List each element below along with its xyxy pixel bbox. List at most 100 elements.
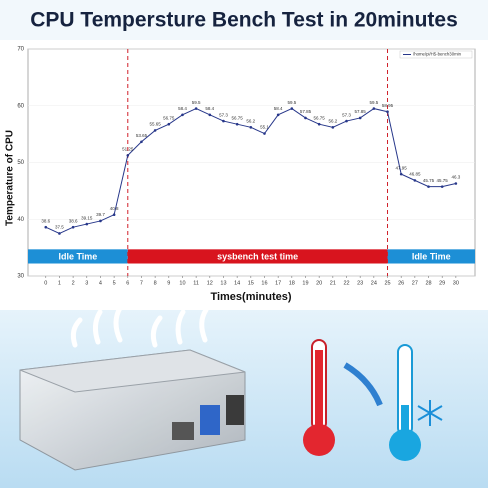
phase-band <box>28 249 128 264</box>
x-tick-label: 7 <box>140 280 143 286</box>
x-tick-label: 5 <box>113 280 116 286</box>
data-point <box>345 119 348 123</box>
heat-arrow <box>175 309 186 345</box>
legend-box <box>399 50 473 59</box>
data-label: 51.25 <box>122 147 134 152</box>
x-tick-label: 9 <box>167 280 170 286</box>
data-label: 38.6 <box>41 218 50 223</box>
x-tick-label: 2 <box>72 280 75 286</box>
data-label: 57.85 <box>300 109 312 114</box>
illustration <box>0 305 488 488</box>
x-tick-label: 18 <box>289 280 295 286</box>
y-axis-label: Temperature of CPU <box>5 130 16 226</box>
data-point <box>140 140 143 144</box>
data-point <box>194 107 198 110</box>
x-tick-label: 14 <box>234 280 240 286</box>
y-tick-label: 30 <box>17 274 24 280</box>
data-label: 46.85 <box>409 172 421 177</box>
x-tick-label: 6 <box>126 280 129 286</box>
x-tick-label: 12 <box>207 280 213 286</box>
data-point <box>181 113 184 117</box>
snowflake-arm <box>417 405 443 421</box>
x-tick-label: 27 <box>412 280 418 286</box>
data-point <box>276 113 280 117</box>
data-point <box>317 122 321 126</box>
data-label: 58.95 <box>382 103 394 108</box>
usb-port <box>200 405 220 435</box>
x-tick-label: 26 <box>398 280 404 286</box>
data-point <box>208 113 212 117</box>
data-point <box>112 213 116 217</box>
x-tick-label: 30 <box>453 280 459 286</box>
x-tick-label: 1 <box>58 280 61 286</box>
x-tick-label: 4 <box>99 280 102 286</box>
case-top <box>19 349 246 393</box>
data-point <box>263 132 266 135</box>
hot-level <box>315 350 323 430</box>
data-label: 56.2 <box>328 119 337 124</box>
usb-port <box>226 395 244 425</box>
data-label: 58.4 <box>205 106 214 111</box>
data-point <box>85 222 89 226</box>
x-tick-label: 25 <box>384 280 390 286</box>
data-point <box>222 119 225 123</box>
x-tick-label: 20 <box>316 280 322 286</box>
phase-band <box>127 249 388 264</box>
chart-title: CPU Tempersture Bench Test in 20minutes <box>30 9 458 32</box>
data-label: 59.5 <box>287 100 296 105</box>
data-point <box>167 122 171 126</box>
data-point <box>44 225 48 229</box>
x-tick-label: 28 <box>425 280 431 286</box>
data-label: 57.85 <box>355 109 367 114</box>
data-label: 56.75 <box>314 115 326 120</box>
x-tick-label: 10 <box>179 280 185 286</box>
data-point <box>58 232 61 235</box>
data-point <box>399 172 403 176</box>
data-label: 40.8 <box>110 206 119 211</box>
data-label: 53.65 <box>136 133 148 138</box>
data-label: 39.7 <box>96 212 105 217</box>
y-tick-label: 60 <box>17 103 24 109</box>
x-tick-label: 8 <box>154 280 157 286</box>
x-tick-label: 21 <box>330 280 336 286</box>
data-label: 58.4 <box>178 106 187 111</box>
data-label: 59.5 <box>369 100 378 105</box>
data-point <box>126 154 130 157</box>
data-label: 47.95 <box>396 165 408 170</box>
data-point <box>440 185 444 188</box>
heat-arrow <box>92 309 103 345</box>
x-axis-label: Times(minutes) <box>210 291 291 303</box>
data-label: 38.6 <box>69 218 78 223</box>
y-tick-label: 70 <box>17 47 24 53</box>
x-tick-label: 23 <box>357 280 363 286</box>
data-point <box>372 107 376 110</box>
cool-arrow <box>343 362 383 407</box>
data-label: 56.75 <box>232 115 244 120</box>
data-point <box>235 122 239 126</box>
data-point <box>358 116 362 120</box>
data-label: 55.65 <box>149 122 161 127</box>
x-tick-label: 13 <box>220 280 226 286</box>
data-point <box>290 107 294 110</box>
x-tick-label: 11 <box>193 280 199 286</box>
phase-label: Idle Time <box>412 251 451 261</box>
x-tick-label: 17 <box>275 280 281 286</box>
data-point <box>304 116 307 120</box>
data-label: 59.5 <box>192 100 201 105</box>
snowflake <box>417 400 443 426</box>
legend-label: /home/pi/H5-bench30min <box>413 52 462 57</box>
x-tick-label: 16 <box>261 280 267 286</box>
phase-band <box>387 249 475 264</box>
x-tick-label: 29 <box>439 280 445 286</box>
cold-level <box>401 405 409 435</box>
data-label: 39.15 <box>81 215 93 220</box>
heat-arrow <box>150 315 163 348</box>
heat-arrow <box>199 307 209 343</box>
data-point <box>331 126 335 129</box>
heat-arrow <box>70 317 83 348</box>
data-label: 55.1 <box>260 125 269 130</box>
heat-arrow <box>113 305 123 343</box>
title-banner <box>0 0 488 40</box>
x-tick-label: 24 <box>371 280 377 286</box>
